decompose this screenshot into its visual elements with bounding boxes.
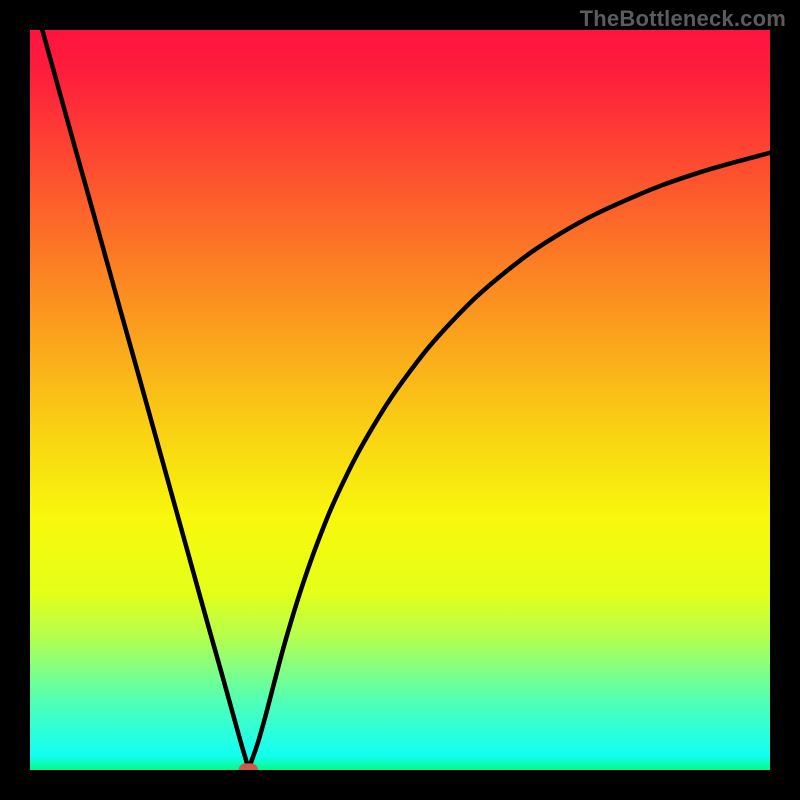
chart-frame: TheBottleneck.com <box>0 0 800 800</box>
watermark-text: TheBottleneck.com <box>580 6 786 32</box>
chart-background <box>30 30 770 770</box>
bottleneck-chart <box>30 30 770 770</box>
